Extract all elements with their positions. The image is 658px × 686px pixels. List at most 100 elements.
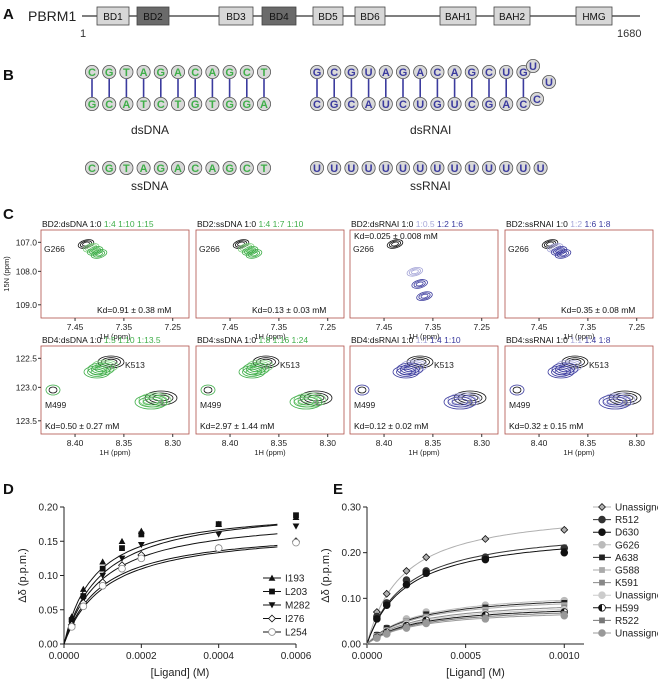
fit-curve xyxy=(366,603,567,645)
y-tick-label: 123.5 xyxy=(16,416,38,426)
ratio-tspan: 1:0 xyxy=(244,335,258,345)
dsrna-bottom-nt-6 xyxy=(413,97,428,112)
marker-square xyxy=(293,512,299,519)
ssrna-nt-3 xyxy=(361,160,376,175)
x-tick-label: 8.30 xyxy=(628,438,645,448)
fit-curve xyxy=(63,546,278,645)
x-axis-label: [Ligand] (M) xyxy=(446,667,505,679)
nmr-contour xyxy=(406,267,424,277)
kd-value: Kd=0.91 ± 0.38 mM xyxy=(97,305,171,315)
ratio-tspan: 1:4 xyxy=(430,335,444,345)
legend-label: M282 xyxy=(285,601,310,612)
ssrna-nt-letter: U xyxy=(347,163,355,175)
marker-diamond xyxy=(382,589,391,598)
x-tick-label: 8.40 xyxy=(222,438,239,448)
dsdna-top-nt-letter: C xyxy=(191,67,199,79)
marker-diamond xyxy=(422,553,431,562)
x-axis-label: 1H (ppm) xyxy=(563,332,595,341)
ratio-tspan: 1:1 xyxy=(570,335,584,345)
dsdna-bottom-nt-letter: T xyxy=(140,99,147,111)
ratio-tspan: BD4:dsDNA xyxy=(42,335,90,345)
panel-b: dsDNA dsRNAI ssDNA ssRNAI C G T A G A C A G C TG C A… xyxy=(85,59,557,193)
peak-label-g266: G266 xyxy=(44,244,65,254)
ratio-tspan: 1:4 xyxy=(584,335,598,345)
nmr-contour xyxy=(91,364,111,374)
ratio-tspan: 1:24 xyxy=(292,335,309,345)
nmr-contour xyxy=(238,365,266,379)
x-tick-label: 7.35 xyxy=(116,322,133,332)
kd-value: Kd=0.12 ± 0.02 mM xyxy=(354,421,428,431)
nmr-contour xyxy=(203,386,213,394)
domain-box-bd3 xyxy=(218,6,254,26)
nmr-contour xyxy=(307,394,325,402)
legend-label: G626 xyxy=(615,540,640,551)
ratio-tspan: BD2:ssDNA xyxy=(197,219,244,229)
spectrum-title: BD2:ssRNAI 1:0 1:2 1:6 1:8 xyxy=(506,219,611,229)
nmr-contour xyxy=(95,251,103,257)
dsdna-top-nt-2 xyxy=(119,65,134,80)
dsrna-bottom-nt-letter: C xyxy=(519,99,527,111)
dsrna-top-nt-0 xyxy=(309,65,324,80)
y-tick-label: 0.10 xyxy=(39,571,59,582)
nmr-contour xyxy=(443,394,477,410)
loop-nt-0 xyxy=(526,59,541,74)
y-tick-label: 0.20 xyxy=(342,548,362,559)
nmr-contour xyxy=(447,396,473,408)
nmr-contour xyxy=(357,386,367,394)
protein-start: 1 xyxy=(80,28,86,40)
x-tick-label: 7.25 xyxy=(319,322,336,332)
marker-square xyxy=(80,593,87,599)
loop-nt-letter: C xyxy=(533,94,541,106)
nmr-contour xyxy=(406,355,434,369)
dsrna-bottom-nt-10 xyxy=(481,97,496,112)
dsdna-bottom-nt-0 xyxy=(85,97,100,112)
dsrna-bottom-nt-letter: G xyxy=(485,99,494,111)
fit-curve xyxy=(366,606,567,645)
ssrna-nt-12 xyxy=(516,160,531,175)
y-tick-label: 109.0 xyxy=(16,300,38,310)
ssdna-nt-0 xyxy=(85,160,100,175)
domain-label: HMG xyxy=(582,12,606,23)
fit-curve xyxy=(63,523,278,645)
y-tick-label: 0.30 xyxy=(342,503,362,514)
nmr-contour xyxy=(392,365,420,379)
dsdna-top-nt-10 xyxy=(256,65,271,80)
dsdna-bottom-nt-2 xyxy=(119,97,134,112)
x-tick-label: 8.30 xyxy=(319,438,336,448)
legend-label: D630 xyxy=(615,528,639,539)
ssdna-nt-letter: T xyxy=(261,163,268,175)
marker-diamond xyxy=(598,503,606,511)
marker-triangle-up xyxy=(118,537,126,544)
dsdna-top-nt-letter: G xyxy=(105,67,114,79)
dsdna-top-nt-5 xyxy=(170,65,185,80)
x-tick-label: 0.0010 xyxy=(549,651,580,662)
marker-circle xyxy=(481,555,490,564)
kd-value: Kd=0.32 ± 0.15 mM xyxy=(509,421,583,431)
nmr-contour xyxy=(391,241,399,247)
dsrna-top-nt-8 xyxy=(447,65,462,80)
dsdna-bottom-nt-7 xyxy=(205,97,220,112)
nmr-contour xyxy=(386,239,404,249)
ssrna-nt-10 xyxy=(481,160,496,175)
ratio-tspan: BD2:ssRNAI xyxy=(506,219,556,229)
marker-diamond xyxy=(560,525,569,534)
nmr-contour xyxy=(559,251,567,257)
ssrna-nt-13 xyxy=(533,160,548,175)
ssdna-nt-letter: C xyxy=(243,163,251,175)
nmr-contour xyxy=(396,367,416,377)
marker-square xyxy=(599,579,605,586)
domain-label: BD4 xyxy=(269,12,289,23)
nmr-contour xyxy=(48,386,58,394)
dsrna-bottom-nt-3 xyxy=(361,97,376,112)
spectrum-frame xyxy=(504,229,654,319)
peak-label-g266: G266 xyxy=(199,244,220,254)
nmr-contour xyxy=(90,249,108,259)
ratio-tspan: 1:0 xyxy=(90,335,104,345)
ssdna-nt-5 xyxy=(170,160,185,175)
ssrna-nt-8 xyxy=(447,160,462,175)
ssdna-nt-letter: A xyxy=(140,163,148,175)
ratio-tspan: 1:13.5 xyxy=(137,335,161,345)
domain-label: BAH1 xyxy=(445,12,472,23)
peak-label-m499: M499 xyxy=(509,400,531,410)
dsrna-top-nt-letter: G xyxy=(313,67,322,79)
